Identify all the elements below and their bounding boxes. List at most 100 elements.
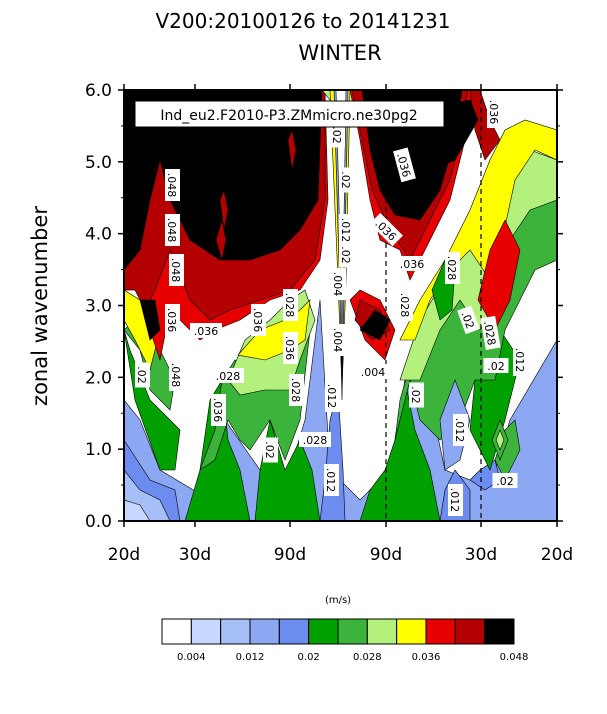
contour-label: .028: [283, 289, 298, 321]
contour-label-text: .012: [324, 468, 337, 493]
axes: 0.0 1.0 2.0 3.0 4.0 5.0 6.0 20d 30d 90d 90d 30d 20d: [85, 81, 573, 565]
y-tick-label: 4.0: [85, 225, 112, 245]
colorbar-swatch: [278, 618, 310, 645]
contour-label-text: .028: [303, 434, 328, 447]
contour-label-background: [169, 254, 184, 286]
y-tick-label: 1.0: [85, 440, 112, 460]
chart-subtitle: WINTER: [298, 41, 381, 65]
contour-label-text: .028: [216, 370, 241, 383]
contour-label-background: [251, 304, 266, 336]
contour-label-text: .012: [448, 488, 461, 513]
contour-label-text: .02: [487, 360, 505, 373]
contour-label-text: .02: [339, 246, 352, 264]
contour-label: .036: [165, 304, 180, 336]
contour-label-text: .048: [169, 258, 182, 283]
colorbar-swatch: [396, 618, 427, 645]
contour-label-background: [289, 374, 304, 406]
colorbar-tick-label: 0.02: [298, 652, 320, 663]
colorbar-tick-label: 0.004: [177, 652, 206, 663]
y-tick-label: 3.0: [85, 297, 112, 317]
contour-label: .028: [299, 432, 331, 447]
y-axis-label: zonal wavenumber: [28, 206, 52, 406]
contour-label-background: [339, 167, 354, 193]
contour-label: .02: [492, 473, 518, 488]
colorbar-swatch: [484, 618, 515, 645]
y-tick-label: 6.0: [85, 81, 112, 101]
contour-label-background: [480, 315, 501, 350]
contour-label-background: [211, 394, 226, 426]
contour-label-background: [409, 382, 424, 408]
contour-label-background: [492, 473, 518, 488]
contour-label: .012: [324, 464, 339, 496]
case-label-background: [134, 100, 445, 128]
colorbar-swatch: [190, 618, 222, 645]
contour-label: .004: [331, 324, 346, 356]
contour-label: .036: [190, 323, 222, 338]
contour-label: .02: [135, 362, 150, 388]
contour-label-background: [169, 359, 184, 391]
x-tick-label: 20d: [108, 545, 140, 565]
contour-label-text: .028: [398, 293, 411, 318]
contour-label-text: .02: [330, 126, 343, 144]
contour-label-text: .036: [165, 308, 178, 333]
contour-label-background: [396, 256, 428, 271]
contour-label: .028: [480, 315, 501, 350]
contour-label-background: [263, 437, 278, 463]
contour-label-background: [487, 96, 502, 128]
contour-fields: [124, 90, 557, 521]
contour-label-background: [448, 484, 463, 516]
colorbar-swatch: [220, 618, 251, 645]
contour-label-text: .004: [361, 366, 386, 379]
contour-label-background: [457, 305, 480, 335]
chart-title: V200:20100126 to 20141231: [156, 9, 451, 33]
contour-label-text: .02: [409, 386, 422, 404]
contour-label-text: .028: [481, 320, 498, 346]
colorbar-swatch: [425, 618, 456, 645]
contour-label-background: [190, 323, 222, 338]
contour-label-text: .036: [211, 398, 224, 423]
contour-label-text: .048: [165, 218, 178, 243]
contour-label-background: [212, 368, 244, 383]
contour-label: .004: [331, 268, 346, 300]
contour-label-background: [330, 122, 345, 148]
contour-label: .02: [263, 437, 278, 463]
colorbar-tick-label: 0.048: [500, 652, 529, 663]
contour-label: .028: [289, 374, 304, 406]
contour-label-text: .048: [169, 363, 182, 388]
contour-label: .02: [457, 305, 480, 335]
contour-label: .028: [445, 252, 460, 284]
contour-label: .004: [357, 364, 389, 379]
contour-label-background: [339, 242, 354, 268]
contour-label-background: [165, 169, 180, 201]
contour-label-text: .028: [283, 293, 296, 318]
contour-label-background: [513, 344, 528, 376]
contour-label-background: [165, 304, 180, 336]
contour-label-background: [339, 214, 354, 246]
contour-label: .02: [339, 167, 354, 193]
colorbar-swatch: [366, 618, 398, 645]
case-label-box: Ind_eu2.F2010-P3.ZMmicro.ne30pg2: [134, 100, 445, 128]
contour-label-background: [357, 364, 389, 379]
contour-region-32: [359, 309, 391, 341]
contour-label-background: [331, 268, 346, 300]
contour-label-text: .048: [165, 173, 178, 198]
contour-label-background: [453, 414, 468, 446]
contour-label-background: [393, 147, 416, 183]
contour-label-text: .02: [135, 366, 148, 384]
contour-label-text: .036: [283, 336, 296, 361]
colorbar-tick-label: 0.012: [236, 652, 265, 663]
contour-region-11: [124, 329, 181, 471]
contour-label-background: [135, 362, 150, 388]
contour-label: .02: [409, 382, 424, 408]
contour-label: .048: [169, 359, 184, 391]
colorbar-tick-label: 0.028: [353, 652, 382, 663]
contour-label: .028: [398, 289, 413, 321]
contour-label-text: .036: [194, 325, 219, 338]
contour-label-text: .02: [339, 171, 352, 189]
contour-label: .02: [330, 122, 345, 148]
contour-region-28: [469, 90, 501, 161]
y-tick-label: 0.0: [85, 512, 112, 532]
colorbar-swatch: [308, 618, 339, 645]
contour-label: .02: [339, 242, 354, 268]
